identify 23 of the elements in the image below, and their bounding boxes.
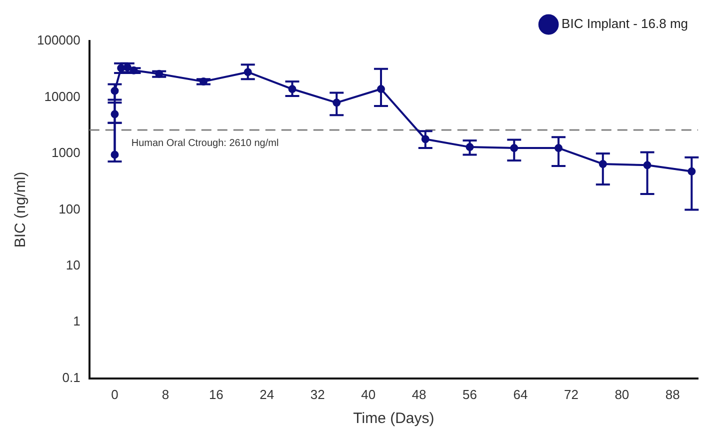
ref-line-label: Human Oral Ctrough: 2610 ng/ml [131, 138, 279, 149]
y-tick-label: 1 [73, 314, 80, 329]
x-tick-label: 72 [564, 386, 578, 402]
x-axis-title: Time (Days) [353, 410, 434, 428]
legend-label: BIC Implant - 16.8 mg [562, 16, 688, 32]
x-tick-label: 64 [513, 386, 528, 402]
y-tick-label: 1000 [51, 145, 80, 160]
x-tick-label: 40 [361, 386, 376, 402]
x-tick-label: 80 [614, 386, 630, 402]
x-tick-label: 24 [260, 386, 274, 402]
y-axis-title: BIC (ng/ml) [12, 172, 30, 248]
y-tick-label: 100 [58, 201, 80, 216]
x-tick-label: 56 [462, 386, 477, 402]
x-tick-label: 0 [111, 386, 118, 402]
y-tick-label: 0.1 [62, 370, 80, 385]
y-tick-label: 10000 [44, 88, 80, 104]
y-tick-label: 100000 [36, 32, 80, 48]
x-tick-label: 32 [310, 386, 325, 402]
x-tick-label: 48 [412, 386, 426, 402]
x-tick-label: 88 [665, 386, 680, 402]
y-tick-label: 10 [66, 258, 80, 273]
x-tick-label: 8 [162, 386, 170, 402]
x-tick-label: 16 [208, 386, 224, 402]
